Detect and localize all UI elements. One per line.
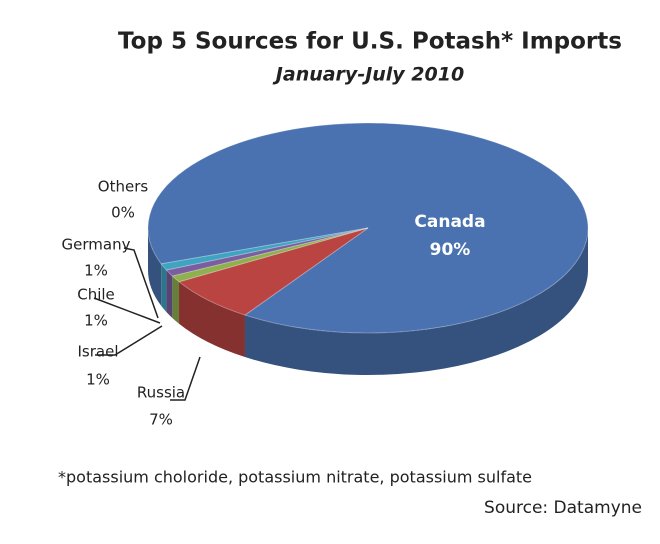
slice-top	[160, 227, 369, 271]
slice	[171, 227, 369, 283]
value-label: 1%	[84, 262, 108, 280]
slice-top	[165, 227, 369, 277]
slice	[160, 227, 369, 271]
category-label: Germany	[62, 236, 131, 254]
leader-line	[93, 297, 161, 324]
category-label: Russia	[137, 384, 185, 402]
chart-subtitle: January-July 2010	[272, 64, 464, 86]
value-label: 1%	[84, 312, 108, 330]
slice	[147, 122, 589, 334]
source: Source: Datamyne	[484, 498, 642, 518]
slice-wall	[244, 228, 589, 376]
slice-wall	[172, 275, 180, 324]
category-label: Chile	[77, 286, 115, 304]
value-label: 90%	[430, 240, 471, 260]
leader-line	[170, 356, 201, 401]
slice-top	[147, 122, 589, 334]
slice	[165, 227, 369, 277]
slice-top	[171, 227, 369, 283]
value-label: 0%	[111, 204, 135, 222]
pie-tops	[147, 122, 589, 334]
chart-title: Top 5 Sources for U.S. Potash* Imports	[118, 29, 622, 55]
leader-line	[95, 325, 163, 356]
leader-line	[123, 247, 159, 319]
footnote: *potassium choloride, potassium nitrate,…	[58, 468, 532, 487]
slice-top	[177, 227, 369, 316]
category-label: Others	[98, 178, 149, 196]
slice-wall	[161, 263, 167, 313]
category-label: Israel	[78, 343, 119, 361]
slice-top	[161, 228, 368, 264]
slice	[177, 227, 369, 316]
slice-wall	[148, 228, 162, 306]
value-label: 1%	[86, 371, 110, 389]
slice-wall	[166, 270, 173, 318]
labels: Canada 90% Russia 7% Israel 1% Chile 1% Germany 1…	[62, 178, 486, 429]
slice	[161, 228, 368, 264]
category-label: Canada	[414, 212, 485, 232]
pie-walls	[148, 228, 589, 376]
slice-wall	[179, 281, 245, 358]
value-label: 7%	[149, 411, 173, 429]
